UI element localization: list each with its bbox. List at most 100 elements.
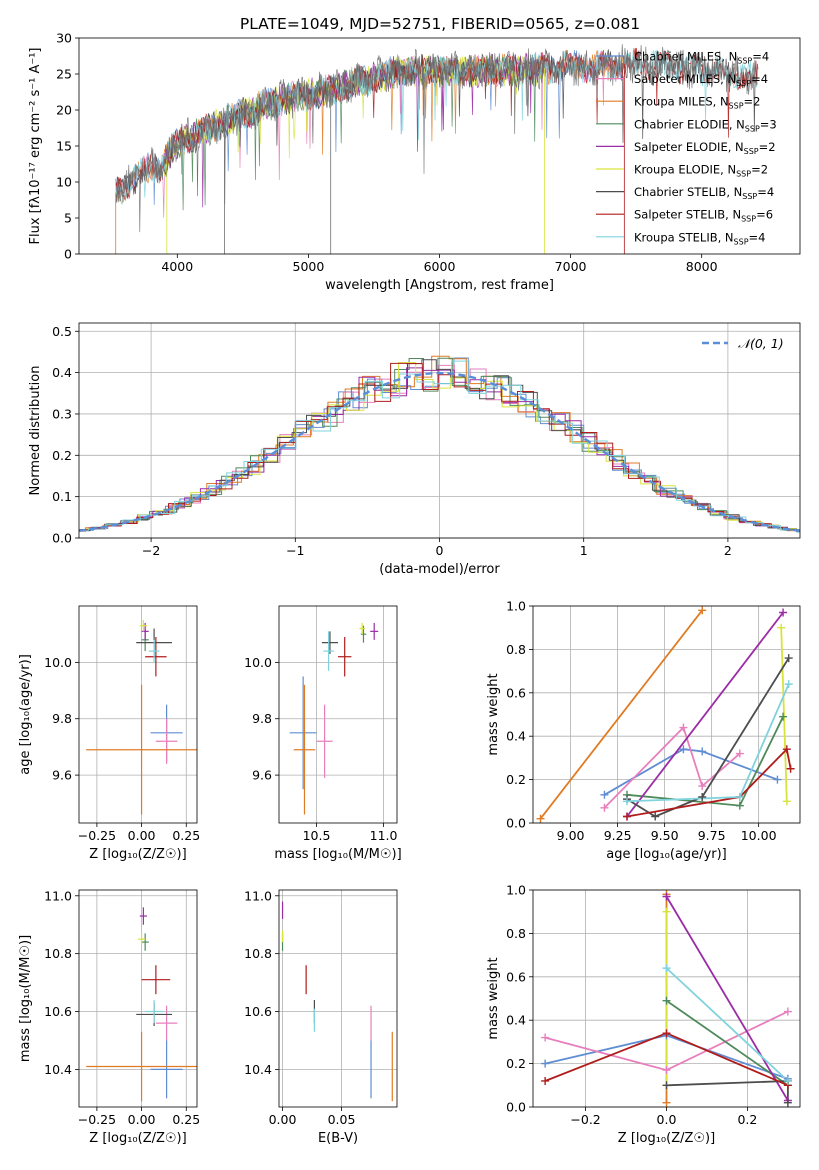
weight-marker-salpeter-miles — [679, 723, 688, 732]
weight-marker-salpeter-miles — [735, 749, 744, 758]
residual-histogram-panel: −2 −1 0 1 2 0.0 0.1 0.2 0.3 0.4 0.5 (data-model)/er… — [28, 322, 801, 577]
observed-spectrum-line — [115, 44, 759, 233]
weight-line-kroupa-stelib — [665, 967, 789, 1082]
weight-marker-salpeter-elodie — [662, 892, 671, 901]
weight-marker-salpeter-stelib — [782, 745, 791, 754]
x-axis-label: Z [log₁₀(Z/Z☉)] — [618, 1131, 715, 1146]
y-tick-label: 9.6 — [252, 768, 272, 783]
weight-marker-salpeter-elodie — [779, 608, 788, 617]
y-tick-label: 0.5 — [52, 324, 72, 339]
weight_vs_Z-axes: −0.2 0.0 0.2 0.0 0.2 0.4 0.6 0.8 1.0 Z [log₁₀(Z/Z… — [486, 883, 801, 1146]
weight-line-chabrier-stelib — [626, 657, 790, 818]
axes-frame — [532, 605, 801, 824]
x-tick-label: 0.2 — [737, 1112, 757, 1127]
weight-marker-salpeter-stelib — [662, 1029, 671, 1038]
mass_vs_ebv-axes: 0.00 0.05 10.4 10.6 10.8 11.0 E(B-V) — [244, 888, 398, 1146]
weight-marker-kroupa-stelib — [662, 964, 671, 973]
spectrum-axes: 4000 5000 6000 7000 8000 0 5 10 15 20 25 30 waveleng… — [28, 31, 801, 293]
y-tick-label: 0.8 — [506, 926, 526, 941]
legend-label-kroupa-miles: Kroupa MILES, NSSP=2 — [634, 95, 760, 111]
y-tick-label: 10.8 — [44, 946, 72, 961]
weight-marker-salpeter-miles — [783, 1007, 792, 1016]
y-tick-label: 0.8 — [506, 642, 526, 657]
y-tick-label: 25 — [56, 67, 72, 82]
y-tick-label: 0.0 — [506, 816, 526, 831]
weight-marker-kroupa-elodie — [782, 797, 791, 806]
x-tick-label: 0 — [436, 543, 444, 558]
x-axis-label: age [log₁₀(age/yr)] — [606, 847, 727, 862]
y-axis-label: Normed distribution — [28, 366, 43, 496]
age-vs-metallicity-panel: −0.25 0.00 0.25 9.6 9.8 10.0 Z [log₁₀(Z/Z☉)] ag… — [18, 605, 200, 862]
weight-line-salpeter-stelib — [626, 747, 792, 818]
legend-label-chabrier-stelib: Chabrier STELIB, NSSP=4 — [634, 185, 774, 201]
y-tick-label: 20 — [56, 103, 72, 118]
x-tick-label: −2 — [142, 543, 160, 558]
weight-marker-salpeter-miles — [662, 1066, 671, 1075]
weight-line-chabrier-miles — [604, 748, 778, 796]
weight-marker-chabrier-miles — [541, 1059, 550, 1068]
y-axis-label: mass [log₁₀(M/M☉)] — [18, 935, 33, 1062]
x-tick-label: 11.0 — [370, 828, 398, 843]
x-tick-label: 0.0 — [657, 1112, 677, 1127]
weight-marker-kroupa-stelib — [623, 797, 632, 806]
weight-line-chabrier-stelib — [666, 1080, 789, 1103]
y-tick-label: 0.0 — [52, 531, 72, 546]
y-tick-label: 0.1 — [52, 489, 72, 504]
x-axis-label: Z [log₁₀(Z/Z☉)] — [89, 847, 186, 862]
x-tick-label: 5000 — [293, 259, 325, 274]
mass-vs-ebv-panel: 0.00 0.05 10.4 10.6 10.8 11.0 E(B-V) — [244, 888, 398, 1146]
x-tick-label: 0.05 — [328, 1112, 356, 1127]
x-tick-label: 1 — [580, 543, 588, 558]
y-tick-label: 9.8 — [52, 711, 72, 726]
legend-label-normal: 𝒩(0, 1) — [738, 336, 784, 351]
weight-marker-chabrier-stelib — [784, 654, 793, 663]
weight-marker-chabrier-miles — [698, 747, 707, 756]
weight-marker-chabrier-miles — [679, 745, 688, 754]
mass-weight-vs-metallicity-panel: −0.2 0.0 0.2 0.0 0.2 0.4 0.6 0.8 1.0 Z [log₁₀(Z/Z… — [486, 883, 801, 1146]
y-tick-label: 0.4 — [52, 365, 72, 380]
x-tick-label: 0.00 — [128, 1112, 156, 1127]
weight-marker-kroupa-stelib — [783, 1076, 792, 1085]
weight-marker-salpeter-miles — [698, 782, 707, 791]
spectrum-legend: Chabrier MILES, NSSP=4 Salpeter MILES, NS… — [596, 50, 777, 246]
figure-title: PLATE=1049, MJD=52751, FIBERID=0565, z=0… — [240, 15, 640, 33]
weight_vs_age-axes: 9.00 9.25 9.50 9.75 10.00 0.0 0.2 0.4 0.6 0.8 1.0 a… — [486, 599, 801, 862]
weight-marker-chabrier-stelib — [651, 812, 660, 821]
y-tick-label: 10.6 — [44, 1004, 72, 1019]
weight-marker-chabrier-elodie — [662, 996, 671, 1005]
age-vs-mass-panel: 10.5 11.0 9.6 9.8 10.0 mass [log₁₀(M/M☉)] — [244, 605, 402, 862]
y-tick-label: 0.4 — [506, 1013, 526, 1028]
spectrum-plot-area — [115, 44, 759, 254]
y-axis-label: mass weight — [486, 957, 501, 1039]
x-tick-label: −0.2 — [570, 1112, 600, 1127]
y-tick-label: 1.0 — [506, 599, 526, 614]
legend-label-salpeter-elodie: Salpeter ELODIE, NSSP=2 — [634, 140, 776, 156]
x-axis-label: wavelength [Angstrom, rest frame] — [325, 278, 554, 293]
mass_vs_Z-plot-area — [86, 907, 197, 1102]
x-tick-label: 0.25 — [172, 1112, 200, 1127]
weight-marker-kroupa-elodie — [662, 907, 671, 916]
weight-marker-kroupa-stelib — [784, 680, 793, 689]
x-axis-label: E(B-V) — [318, 1131, 358, 1146]
weight-marker-kroupa-elodie — [777, 623, 786, 632]
y-tick-label: 15 — [56, 139, 72, 154]
x-tick-label: 10.5 — [303, 828, 331, 843]
age_vs_mass-axes: 10.5 11.0 9.6 9.8 10.0 mass [log₁₀(M/M☉)] — [244, 605, 402, 862]
x-axis-label: (data-model)/error — [379, 562, 500, 577]
y-tick-label: 0.6 — [506, 685, 526, 700]
spectrum-panel: 4000 5000 6000 7000 8000 0 5 10 15 20 25 30 waveleng… — [28, 31, 801, 293]
y-axis-label: mass weight — [486, 673, 501, 755]
normal-reference-curve — [79, 371, 800, 532]
x-tick-label: 9.00 — [557, 828, 585, 843]
weight-line-salpeter-elodie — [665, 896, 789, 1101]
legend-label-salpeter-stelib: Salpeter STELIB, NSSP=6 — [634, 208, 773, 224]
residuals-axes: −2 −1 0 1 2 0.0 0.1 0.2 0.3 0.4 0.5 (data-model)/er… — [28, 322, 801, 577]
mass-weight-vs-age-panel: 9.00 9.25 9.50 9.75 10.00 0.0 0.2 0.4 0.6 0.8 1.0 a… — [486, 599, 801, 862]
weight-line-salpeter-miles — [603, 725, 741, 809]
weight-marker-kroupa-stelib — [735, 792, 744, 801]
axes-frame — [278, 889, 398, 1108]
y-tick-label: 1.0 — [506, 883, 526, 898]
axes-frame — [78, 605, 198, 824]
x-tick-label: 4000 — [161, 259, 193, 274]
x-tick-label: 0.00 — [128, 828, 156, 843]
